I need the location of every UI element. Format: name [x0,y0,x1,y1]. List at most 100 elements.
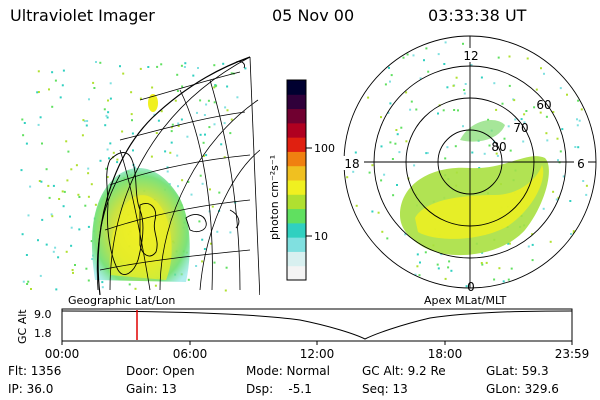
right-panel-label: Apex MLat/MLT [424,294,507,307]
noise-pixel [576,118,578,121]
noise-pixel [160,110,163,113]
noise-pixel [368,171,371,174]
noise-pixel [107,99,109,102]
timeline-xtick-2359: 23:59 [555,347,590,361]
aurora-cusp-polar [460,120,505,142]
noise-pixel [527,245,530,248]
noise-pixel [526,57,529,60]
noise-pixel [170,126,173,129]
noise-pixel [450,269,453,272]
noise-pixel [557,159,559,162]
noise-pixel [462,125,464,128]
noise-pixel [549,240,552,243]
colorbar-ticks [306,147,312,237]
noise-pixel [180,118,183,121]
noise-pixel [419,261,421,264]
timeline-ytick-bottom: 1.8 [34,327,52,340]
noise-pixel [552,111,555,113]
noise-pixel [170,141,173,144]
noise-pixel [55,288,58,291]
noise-pixel [503,137,506,140]
noise-pixel [106,176,109,178]
noise-pixel [453,109,456,111]
noise-pixel [70,168,73,171]
colorbar-swatch [287,180,306,195]
noise-pixel [493,278,496,281]
noise-pixel [531,233,534,236]
noise-pixel [496,154,499,157]
noise-pixel [78,228,81,231]
noise-pixel [543,72,545,75]
noise-pixel [20,169,23,172]
noise-pixel [213,64,216,67]
noise-pixel [572,230,575,233]
noise-pixel [585,193,588,196]
geo-longitude: GLon: 329.6 [486,382,559,396]
noise-pixel [83,120,86,123]
left-panel-label: Geographic Lat/Lon [68,294,176,307]
noise-pixel [390,74,393,77]
colorbar-swatch [287,122,306,138]
noise-pixel [218,191,221,194]
orbit-timeline: GC Alt 9.0 1.8 00:00 06:00 12:00 18:00 2… [16,308,589,361]
noise-pixel [87,195,90,198]
noise-pixel [545,132,548,135]
noise-pixel [405,91,408,94]
colorbar-swatch [287,194,306,210]
noise-pixel [520,118,523,121]
noise-pixel [41,142,43,145]
noise-pixel [398,151,401,154]
noise-pixel [480,76,483,79]
noise-pixel [223,122,226,125]
noise-pixel [187,180,190,183]
noise-pixel [181,179,184,182]
noise-pixel [437,112,439,115]
noise-pixel [384,83,387,86]
earth-limb [97,56,251,295]
noise-pixel [354,151,357,154]
noise-pixel [134,287,137,290]
mlat-label-60: 60 [536,98,551,112]
dsp-value: Dsp: -5.1 [246,382,312,396]
noise-pixel [577,146,580,149]
noise-pixel [224,106,227,109]
noise-pixel [213,86,216,89]
noise-pixel [71,269,74,271]
noise-pixel [201,260,204,263]
noise-pixel [443,63,446,65]
noise-pixel [229,132,232,135]
noise-pixel [413,164,416,167]
noise-pixel [570,233,572,235]
aurora-spot-geographic [148,94,158,112]
noise-pixel [26,283,29,285]
noise-pixel [181,85,184,88]
noise-pixel [559,150,562,153]
noise-pixel [166,166,169,169]
noise-pixel [447,266,450,269]
noise-pixel [213,123,216,126]
noise-pixel [177,185,179,188]
noise-pixel [208,126,211,129]
noise-pixel [574,146,577,148]
noise-pixel [555,198,558,201]
noise-pixel [418,274,421,277]
noise-pixel [27,214,30,217]
noise-pixel [37,91,40,93]
noise-pixel [502,280,505,283]
noise-pixel [463,92,466,95]
noise-pixel [62,69,65,72]
colorbar-frame [286,79,307,281]
colorbar-swatch [287,237,306,252]
colorbar-swatch [287,265,306,281]
noise-pixel [183,66,186,68]
noise-pixel [396,184,398,186]
noise-pixel [478,167,481,169]
noise-pixel [186,135,189,138]
noise-pixel [39,274,42,277]
noise-pixel [425,152,428,155]
noise-pixel [509,149,512,152]
noise-pixel [45,243,48,246]
timeline-frame [61,308,573,342]
noise-pixel [62,205,65,208]
